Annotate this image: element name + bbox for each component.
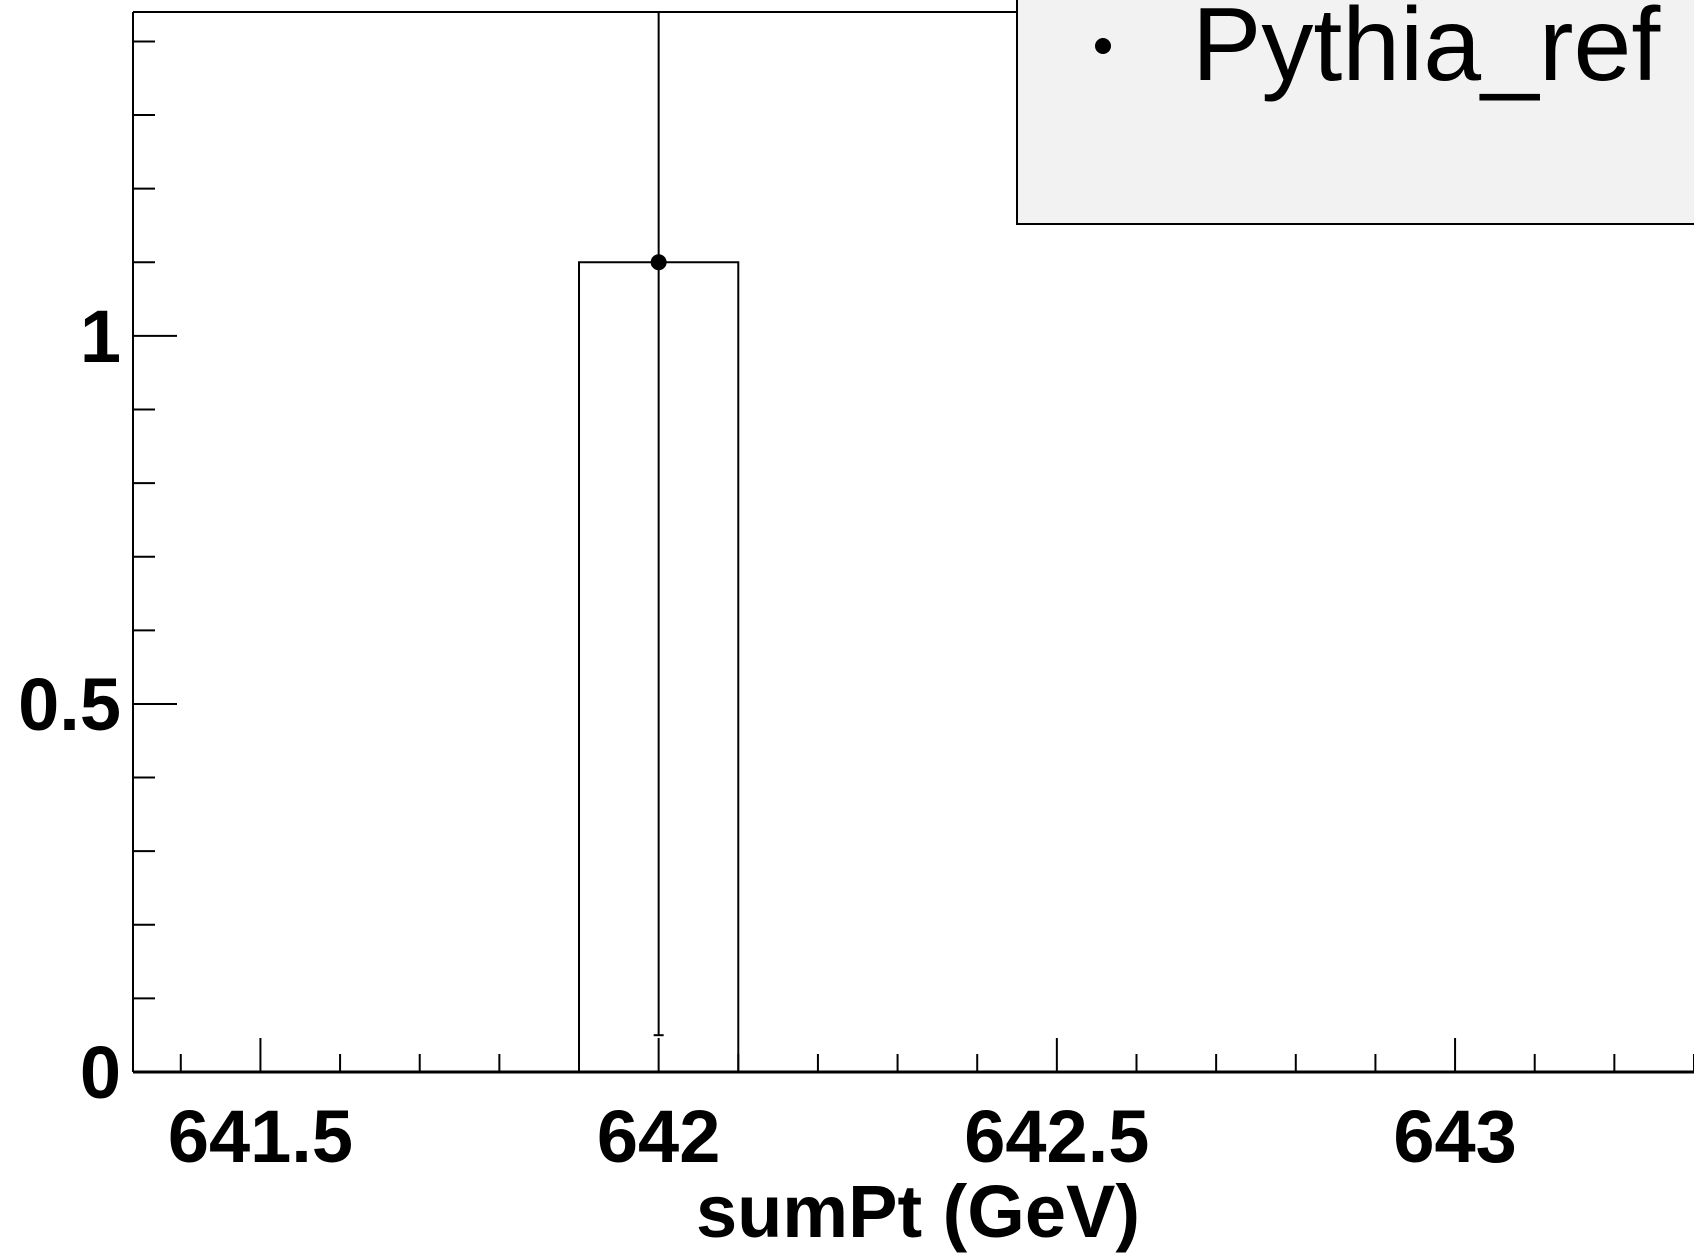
x-tick-label: 642 — [597, 1095, 720, 1178]
legend-entry-label: Pythia_ref — [1192, 0, 1661, 103]
legend-box — [1016, 0, 1694, 225]
x-tick-label: 641.5 — [168, 1095, 353, 1178]
x-tick-label: 642.5 — [964, 1095, 1149, 1178]
y-tick-label: 0.5 — [18, 663, 121, 746]
x-axis-label: sumPt (GeV) — [696, 1170, 1140, 1253]
y-tick-label: 0 — [80, 1031, 121, 1114]
x-tick-label: 643 — [1393, 1095, 1516, 1178]
y-tick-label: 1 — [80, 295, 121, 378]
legend-marker — [1095, 38, 1111, 54]
data-point — [650, 254, 667, 271]
